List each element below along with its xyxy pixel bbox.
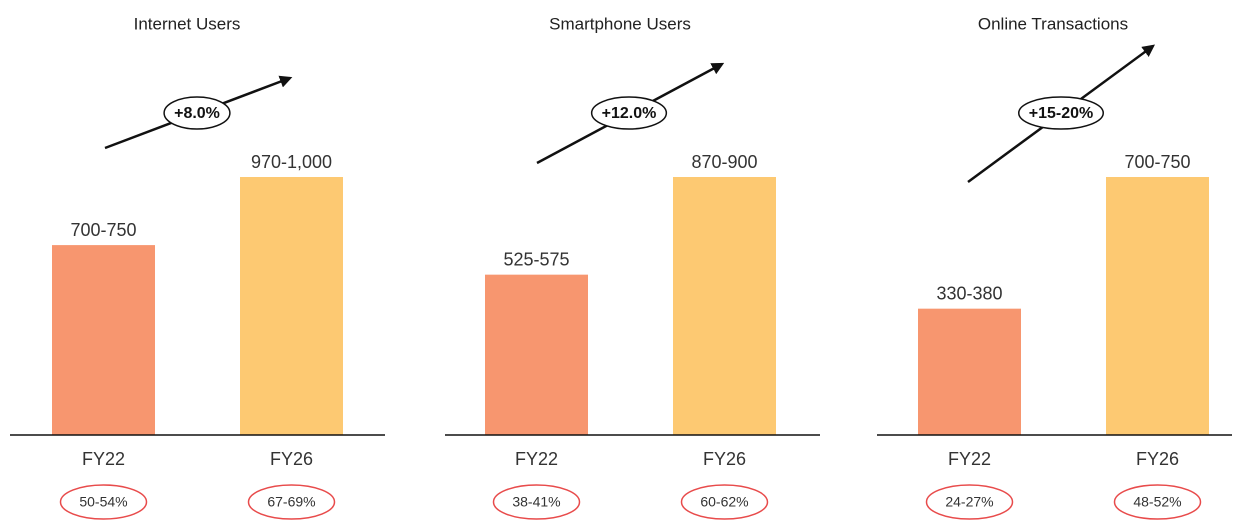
growth-label: +15-20% bbox=[1029, 105, 1094, 122]
value-label: 970-1,000 bbox=[251, 152, 332, 172]
panel-title: Internet Users bbox=[134, 14, 241, 33]
panel-title: Online Transactions bbox=[978, 14, 1128, 33]
category-label: FY26 bbox=[703, 449, 746, 469]
note-oval bbox=[59, 484, 148, 520]
category-note: 38-41% bbox=[512, 494, 560, 510]
category-label: FY26 bbox=[270, 449, 313, 469]
bar bbox=[240, 177, 343, 435]
value-label: 700-750 bbox=[70, 220, 136, 240]
growth-label: +8.0% bbox=[174, 105, 220, 122]
growth-oval bbox=[590, 96, 668, 130]
value-label: 525-575 bbox=[503, 249, 569, 269]
category-note: 60-62% bbox=[700, 494, 748, 510]
category-label: FY26 bbox=[1136, 449, 1179, 469]
bar bbox=[52, 245, 155, 435]
note-oval bbox=[1113, 484, 1202, 520]
bar bbox=[1106, 177, 1209, 435]
bar bbox=[485, 274, 588, 435]
note-oval bbox=[925, 484, 1014, 520]
note-oval bbox=[247, 484, 336, 520]
growth-oval bbox=[163, 96, 231, 130]
category-label: FY22 bbox=[82, 449, 125, 469]
growth-oval bbox=[1018, 96, 1104, 130]
bar bbox=[918, 308, 1021, 435]
category-note: 48-52% bbox=[1133, 494, 1181, 510]
category-note: 24-27% bbox=[945, 494, 993, 510]
panel-title: Smartphone Users bbox=[549, 14, 691, 33]
bar bbox=[673, 177, 776, 435]
category-note: 50-54% bbox=[79, 494, 127, 510]
category-label: FY22 bbox=[948, 449, 991, 469]
note-oval bbox=[492, 484, 581, 520]
value-label: 870-900 bbox=[691, 152, 757, 172]
category-label: FY22 bbox=[515, 449, 558, 469]
value-label: 700-750 bbox=[1124, 152, 1190, 172]
note-oval bbox=[680, 484, 769, 520]
category-note: 67-69% bbox=[267, 494, 315, 510]
value-label: 330-380 bbox=[936, 283, 1002, 303]
growth-label: +12.0% bbox=[602, 105, 657, 122]
